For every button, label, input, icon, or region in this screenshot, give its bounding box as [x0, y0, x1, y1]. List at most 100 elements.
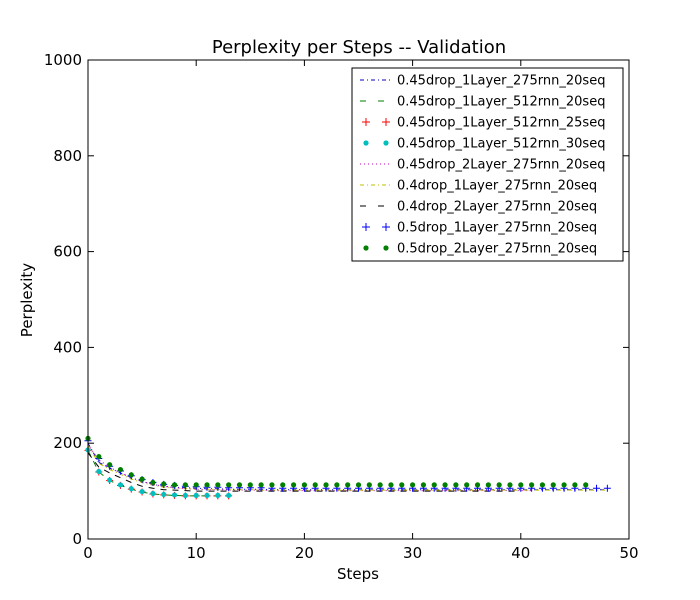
data-point — [301, 482, 307, 488]
data-point — [323, 482, 329, 488]
data-point — [161, 481, 167, 487]
data-point — [583, 482, 589, 488]
x-tick-label: 10 — [187, 544, 206, 562]
data-point — [345, 482, 351, 488]
legend-marker — [383, 140, 389, 146]
legend-marker — [382, 223, 390, 231]
y-tick-label: 0 — [72, 530, 82, 548]
data-point — [593, 484, 601, 492]
x-tick-label: 30 — [403, 544, 422, 562]
data-point — [139, 488, 145, 495]
legend-label: 0.45drop_1Layer_275rnn_20seq — [397, 74, 605, 89]
series-7 — [87, 452, 521, 492]
legend-entry: 0.5drop_2Layer_275rnn_20seq — [363, 242, 597, 257]
data-point — [399, 482, 405, 488]
data-point — [410, 482, 416, 488]
data-point — [550, 482, 556, 488]
plot-area — [84, 435, 611, 500]
y-tick-label: 800 — [53, 147, 82, 165]
legend-label: 0.45drop_1Layer_512rnn_20seq — [397, 95, 605, 110]
series-4 — [85, 447, 232, 499]
data-point — [150, 479, 156, 486]
data-point — [269, 482, 275, 488]
data-point — [204, 492, 210, 499]
data-point — [312, 482, 318, 488]
chart-title: Perplexity per Steps -- Validation — [212, 37, 506, 58]
data-point — [496, 482, 502, 488]
data-point — [96, 454, 102, 460]
legend-box — [351, 67, 624, 262]
data-point — [171, 482, 178, 488]
data-point — [290, 482, 297, 488]
legend-marker — [362, 118, 370, 126]
data-point — [539, 482, 546, 488]
x-tick-label: 40 — [511, 544, 530, 562]
series-9 — [85, 435, 589, 488]
data-point — [474, 482, 481, 488]
data-point — [182, 492, 188, 499]
legend-entry: 0.5drop_1Layer_275rnn_20seq — [362, 221, 597, 236]
data-point — [355, 482, 362, 488]
data-point — [442, 482, 448, 488]
data-point — [117, 466, 124, 473]
data-point — [529, 482, 535, 488]
legend-label: 0.5drop_1Layer_275rnn_20seq — [397, 221, 597, 236]
legend: 0.45drop_1Layer_275rnn_20seq 0.45drop_1La… — [351, 67, 624, 262]
data-point — [193, 482, 199, 488]
data-point — [280, 482, 286, 488]
legend-marker — [382, 118, 390, 126]
legend-label: 0.45drop_1Layer_512rnn_30seq — [397, 137, 605, 152]
data-point — [226, 492, 232, 499]
data-point — [603, 484, 611, 492]
legend-label: 0.45drop_2Layer_275rnn_20seq — [397, 158, 605, 173]
data-point — [193, 492, 199, 499]
legend-marker — [363, 140, 369, 146]
legend-label: 0.4drop_2Layer_275rnn_20seq — [397, 200, 597, 215]
axis-ticks: 0 10 20 30 40 50 0 200 400 600 800 1000 — [44, 51, 639, 562]
y-tick-label: 600 — [53, 243, 82, 261]
legend-entry: 0.45drop_1Layer_512rnn_25seq — [362, 116, 605, 131]
y-tick-label: 400 — [53, 338, 82, 356]
data-point — [204, 482, 210, 488]
data-point — [128, 472, 134, 478]
legend-entry: 0.45drop_2Layer_275rnn_20seq — [360, 158, 605, 173]
x-axis-title: Steps — [337, 565, 379, 583]
legend-entry: 0.45drop_1Layer_275rnn_20seq — [360, 74, 605, 89]
data-point — [215, 492, 221, 499]
series-line — [87, 452, 521, 492]
data-point — [485, 482, 491, 488]
y-tick-label: 1000 — [44, 51, 82, 69]
x-tick-label: 50 — [619, 544, 638, 562]
legend-entry: 0.4drop_2Layer_275rnn_20seq — [360, 200, 597, 215]
data-point — [161, 491, 167, 498]
data-point — [117, 482, 124, 488]
data-point — [150, 490, 156, 497]
data-point — [388, 482, 394, 488]
data-point — [171, 492, 178, 498]
legend-entry: 0.45drop_1Layer_512rnn_30seq — [363, 137, 605, 152]
legend-marker — [363, 245, 369, 251]
data-point — [518, 482, 524, 488]
data-point — [420, 482, 427, 488]
legend-marker — [362, 223, 370, 231]
data-point — [258, 482, 264, 488]
legend-marker — [383, 245, 389, 251]
data-point — [377, 482, 383, 488]
data-point — [572, 482, 578, 488]
data-point — [507, 482, 513, 488]
data-point — [366, 482, 372, 488]
y-tick-label: 200 — [53, 434, 82, 452]
legend-label: 0.5drop_2Layer_275rnn_20seq — [397, 242, 597, 257]
data-point — [128, 486, 134, 492]
data-point — [139, 476, 145, 482]
data-point — [431, 482, 437, 488]
legend-entry: 0.4drop_1Layer_275rnn_20seq — [360, 179, 597, 194]
data-point — [236, 482, 243, 488]
data-point — [107, 462, 113, 468]
data-point — [334, 482, 340, 488]
legend-label: 0.45drop_1Layer_512rnn_25seq — [397, 116, 605, 131]
data-point — [107, 477, 113, 483]
y-axis-title: Perplexity — [18, 263, 36, 337]
data-point — [247, 482, 253, 488]
